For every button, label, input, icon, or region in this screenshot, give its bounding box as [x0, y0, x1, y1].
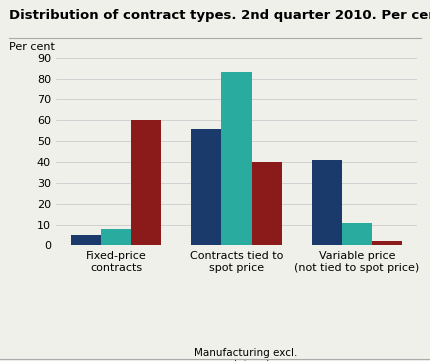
- Bar: [191, 129, 221, 245]
- Bar: [342, 222, 372, 245]
- Bar: [131, 120, 161, 245]
- Bar: [312, 160, 342, 245]
- Legend: Households, Services, Manufacturing excl.
energy-intensive
manufacturing and
pul: Households, Services, Manufacturing excl…: [14, 348, 319, 361]
- Text: Per cent: Per cent: [9, 42, 55, 52]
- Bar: [71, 235, 101, 245]
- Text: Distribution of contract types. 2nd quarter 2010. Per cent: Distribution of contract types. 2nd quar…: [9, 9, 430, 22]
- Bar: [221, 72, 252, 245]
- Bar: [372, 241, 402, 245]
- Bar: [101, 229, 131, 245]
- Bar: [252, 162, 282, 245]
